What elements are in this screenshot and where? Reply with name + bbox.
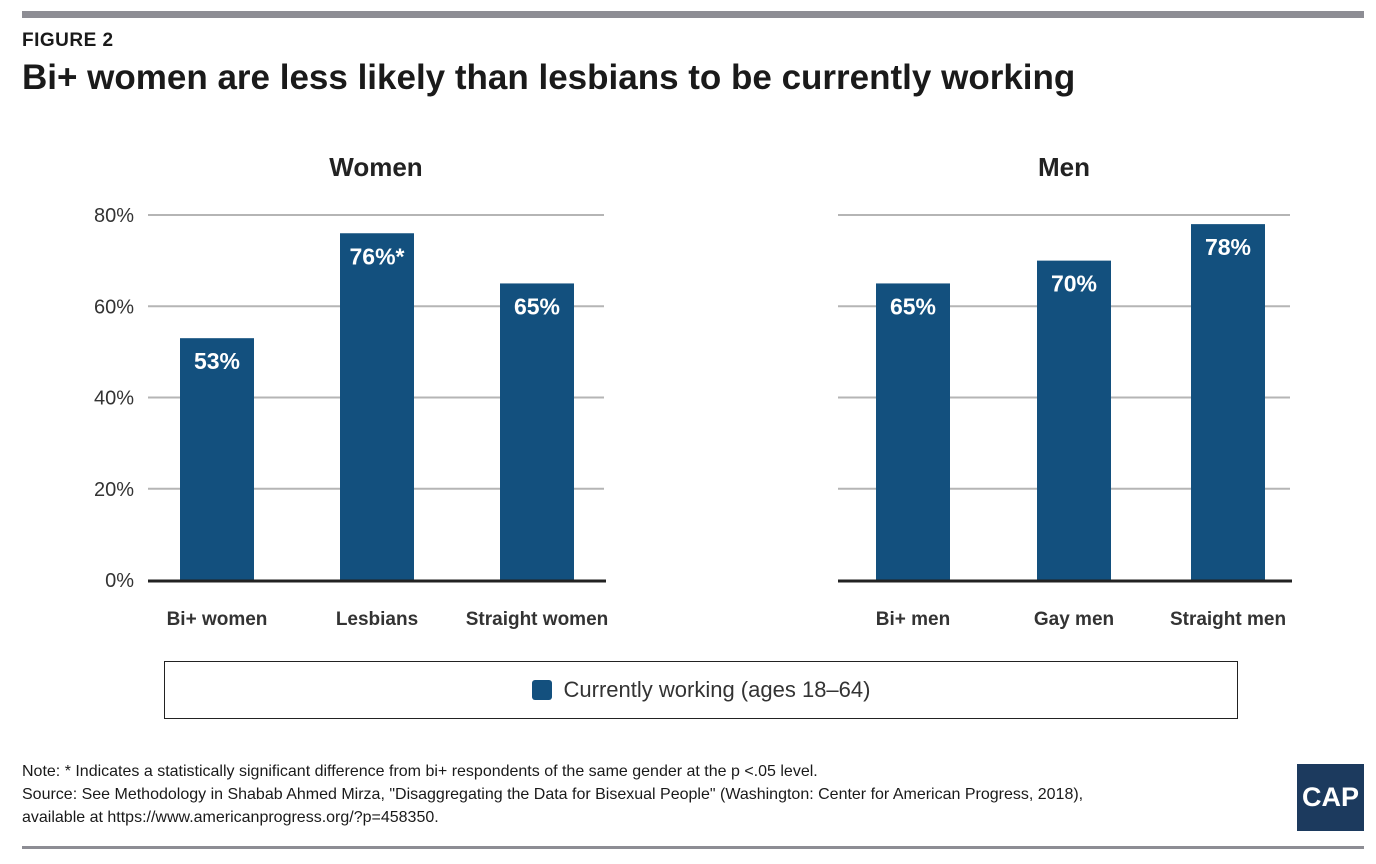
women-category-label: Bi+ women	[167, 609, 268, 630]
women-data-label: 65%	[514, 293, 560, 319]
women-data-label: 76%*	[350, 243, 405, 269]
legend-swatch	[531, 680, 552, 700]
men-category-label: Straight men	[1170, 609, 1286, 630]
men-data-label: 70%	[1051, 271, 1097, 297]
women-panel-title: Women	[329, 152, 422, 182]
men-bar	[1037, 260, 1111, 580]
chart-title: Bi+ women are less likely than lesbians …	[22, 58, 1076, 97]
y-tick-label: 0%	[105, 570, 134, 592]
source-text-line2: available at https://www.americanprogres…	[22, 809, 439, 826]
cap-logo: CAP	[1297, 764, 1364, 831]
women-bar	[180, 338, 254, 580]
legend-label: Currently working (ages 18–64)	[563, 677, 871, 702]
men-panel-title: Men	[1038, 152, 1090, 182]
y-tick-label: 20%	[94, 479, 134, 501]
men-bar	[876, 283, 950, 580]
bottom-rule	[22, 846, 1364, 849]
men-data-label: 65%	[890, 293, 936, 319]
source-text-line1: Source: See Methodology in Shabab Ahmed …	[22, 786, 1084, 803]
note-text: Note: * Indicates a statistically signif…	[22, 763, 818, 780]
men-category-label: Gay men	[1034, 609, 1114, 630]
women-bar	[500, 283, 574, 580]
men-data-label: 78%	[1205, 234, 1251, 260]
notes: Note: * Indicates a statistically signif…	[22, 760, 1272, 829]
y-tick-label: 40%	[94, 388, 134, 410]
figure-label: FIGURE 2	[22, 30, 114, 51]
women-bar	[340, 233, 414, 580]
women-category-label: Straight women	[466, 609, 609, 630]
y-tick-label: 60%	[94, 296, 134, 318]
men-category-label: Bi+ men	[876, 609, 950, 630]
top-rule	[22, 11, 1364, 18]
charts-svg: Women 0% 20% 40% 60% 80% 53% Bi+ women 76%* Lesbi…	[94, 152, 1292, 630]
legend: Currently working (ages 18–64)	[164, 661, 1238, 719]
y-tick-label: 80%	[94, 205, 134, 227]
women-data-label: 53%	[194, 348, 240, 374]
women-category-label: Lesbians	[336, 609, 418, 630]
men-bar	[1191, 224, 1265, 580]
